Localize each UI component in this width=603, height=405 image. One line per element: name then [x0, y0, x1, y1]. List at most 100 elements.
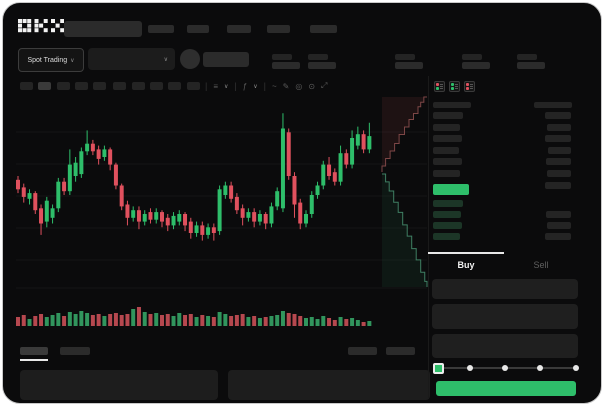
orders-panel: [20, 370, 218, 400]
chart-tools: | ≡ ∨ | ƒ ∨ | ~ ✎ ◎ ⊙ ⤢: [205, 80, 327, 92]
ask-row-price[interactable]: [433, 146, 459, 154]
divider: |: [205, 81, 208, 91]
okx-logo[interactable]: [18, 19, 64, 34]
timeframe-button[interactable]: [20, 82, 33, 90]
price-ticker-placeholder: [203, 52, 249, 67]
bid-row-price[interactable]: [433, 211, 461, 218]
stat-label: [308, 54, 328, 60]
bottom-tab-indicator: [20, 359, 48, 361]
ask-row-amount[interactable]: [545, 112, 571, 119]
ask-row-price[interactable]: [433, 123, 460, 131]
timeframe-button[interactable]: [168, 82, 181, 90]
line-style-icon[interactable]: ~: [271, 81, 277, 91]
book-bids-only-icon[interactable]: [449, 81, 460, 92]
ask-row-amount[interactable]: [547, 123, 571, 131]
timeframe-button[interactable]: [113, 82, 126, 90]
stat-label: [395, 54, 415, 60]
stat-value: [462, 62, 490, 69]
price-field[interactable]: [432, 279, 578, 299]
camera-icon[interactable]: ◎: [295, 81, 303, 91]
chevron-down-icon: ∨: [70, 57, 75, 64]
draw-icon[interactable]: ✎: [282, 81, 290, 91]
book-asks-only-icon[interactable]: [464, 81, 475, 92]
indicator-icon[interactable]: ƒ: [242, 81, 248, 91]
bottom-tab[interactable]: [60, 347, 90, 355]
slider-step-dot[interactable]: [537, 365, 543, 371]
ask-row-amount[interactable]: [548, 146, 571, 154]
bottom-link[interactable]: [348, 347, 377, 355]
interval-icon[interactable]: ≡: [213, 81, 219, 91]
tab-sell[interactable]: Sell: [504, 255, 578, 275]
stat-label: [462, 54, 482, 60]
orderbook-view-toggles: [434, 81, 475, 92]
nav-item[interactable]: [148, 25, 174, 33]
ask-row-price[interactable]: [433, 135, 462, 143]
chevron-down-icon: ∨: [163, 56, 168, 63]
tab-buy-label: Buy: [457, 260, 475, 270]
bid-row-price[interactable]: [433, 233, 460, 240]
buy-submit-button[interactable]: [436, 381, 576, 396]
divider: |: [234, 81, 237, 91]
book-both-icon[interactable]: [434, 81, 445, 92]
bid-row-amount[interactable]: [545, 233, 571, 240]
bottom-link[interactable]: [386, 347, 415, 355]
divider: [428, 76, 429, 398]
pair-selector[interactable]: ∨: [88, 48, 175, 70]
market-mode-selector[interactable]: Spot Trading ∨: [18, 48, 84, 72]
stat-value: [308, 62, 336, 69]
market-mode-label: Spot Trading: [27, 56, 68, 64]
orderbook-col-header-price: [433, 102, 471, 108]
ask-row-price[interactable]: [433, 158, 462, 166]
nav-item[interactable]: [227, 25, 251, 33]
timeframe-button[interactable]: [150, 82, 163, 90]
orders-panel: [228, 370, 430, 400]
timeframe-button[interactable]: [132, 82, 145, 90]
chevron-down-icon[interactable]: ∨: [224, 83, 229, 90]
nav-item[interactable]: [187, 25, 209, 33]
timeframe-button[interactable]: [187, 82, 200, 90]
slider-step-dot[interactable]: [502, 365, 508, 371]
divider: |: [263, 81, 266, 91]
last-price-highlight[interactable]: [433, 184, 469, 195]
stat-value: [395, 62, 423, 69]
orderbook-col-header-amount: [534, 102, 572, 108]
total-field[interactable]: [432, 334, 578, 358]
tab-sell-label: Sell: [533, 260, 549, 270]
amount-field[interactable]: [432, 304, 578, 329]
bid-row-amount[interactable]: [547, 222, 571, 229]
slider-step-dot[interactable]: [467, 365, 473, 371]
stat-value: [517, 62, 545, 69]
avatar[interactable]: [180, 49, 200, 69]
ask-row-amount[interactable]: [547, 170, 571, 177]
nav-item[interactable]: [310, 25, 337, 33]
ask-row-price[interactable]: [433, 112, 463, 119]
chevron-down-icon[interactable]: ∨: [253, 83, 258, 90]
ask-row-amount[interactable]: [546, 158, 571, 166]
stat-label: [517, 54, 537, 60]
ask-row-price[interactable]: [433, 170, 460, 177]
fullscreen-icon[interactable]: ⤢: [321, 81, 328, 90]
bid-row-amount[interactable]: [546, 211, 571, 218]
timeframe-button[interactable]: [38, 82, 51, 90]
settings-icon[interactable]: ⊙: [308, 81, 316, 91]
search-input[interactable]: [64, 21, 142, 37]
active-tab-indicator: [428, 252, 504, 254]
amount-slider-handle[interactable]: [433, 363, 444, 374]
nav-item[interactable]: [267, 25, 290, 33]
timeframe-button[interactable]: [57, 82, 70, 90]
bid-row-price[interactable]: [433, 200, 463, 207]
timeframe-button[interactable]: [75, 82, 88, 90]
bid-row-price[interactable]: [433, 222, 462, 229]
stat-label: [272, 54, 292, 60]
ask-row-amount[interactable]: [545, 135, 571, 143]
timeframe-button[interactable]: [93, 82, 106, 90]
ask-row-amount[interactable]: [545, 181, 571, 189]
tab-buy[interactable]: Buy: [428, 255, 504, 275]
bottom-tab-active[interactable]: [20, 347, 48, 355]
stat-value: [272, 62, 300, 69]
slider-step-dot[interactable]: [573, 365, 579, 371]
